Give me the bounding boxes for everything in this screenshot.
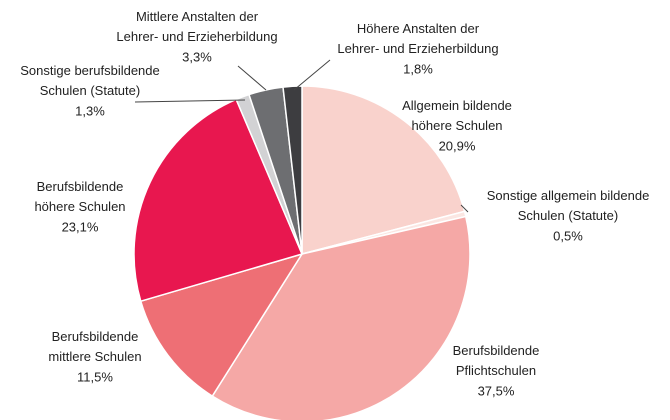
slice-label: Sonstige allgemein bildende Schulen (Stat… [487, 188, 650, 223]
slice-value-label: 37,5% [478, 383, 515, 398]
leader-line [134, 99, 246, 103]
slice-label: Berufsbildende höhere Schulen [34, 179, 125, 214]
pie-slice [301, 85, 466, 255]
leader-line [293, 59, 331, 91]
slice-label: Höhere Anstalten der Lehrer- und Erzieher… [337, 21, 498, 56]
slice-label: Berufsbildende Pflichtschulen [453, 343, 540, 378]
pie-slice [133, 98, 304, 303]
leader-line [460, 204, 469, 213]
slice-value-label: 20,9% [439, 138, 476, 153]
slice-value-label: 11,5% [77, 369, 113, 384]
slice-value-label: 1,8% [403, 61, 433, 76]
slice-label: Mittlere Anstalten der Lehrer- und Erzieh… [116, 9, 277, 44]
slice-value-label: 1,3% [75, 103, 105, 118]
slice-label: Berufsbildende mittlere Schulen [48, 329, 141, 364]
slice-label: Sonstige berufsbildende Schulen (Statute) [20, 63, 160, 98]
slice-value-label: 3,3% [182, 49, 212, 64]
slice-value-label: 0,5% [553, 228, 583, 243]
slice-value-label: 23,1% [62, 219, 99, 234]
pie-slice [211, 215, 471, 420]
slice-label: Allgemein bildende höhere Schulen [402, 98, 512, 133]
pie-slice [282, 85, 303, 255]
leader-line [237, 65, 267, 91]
